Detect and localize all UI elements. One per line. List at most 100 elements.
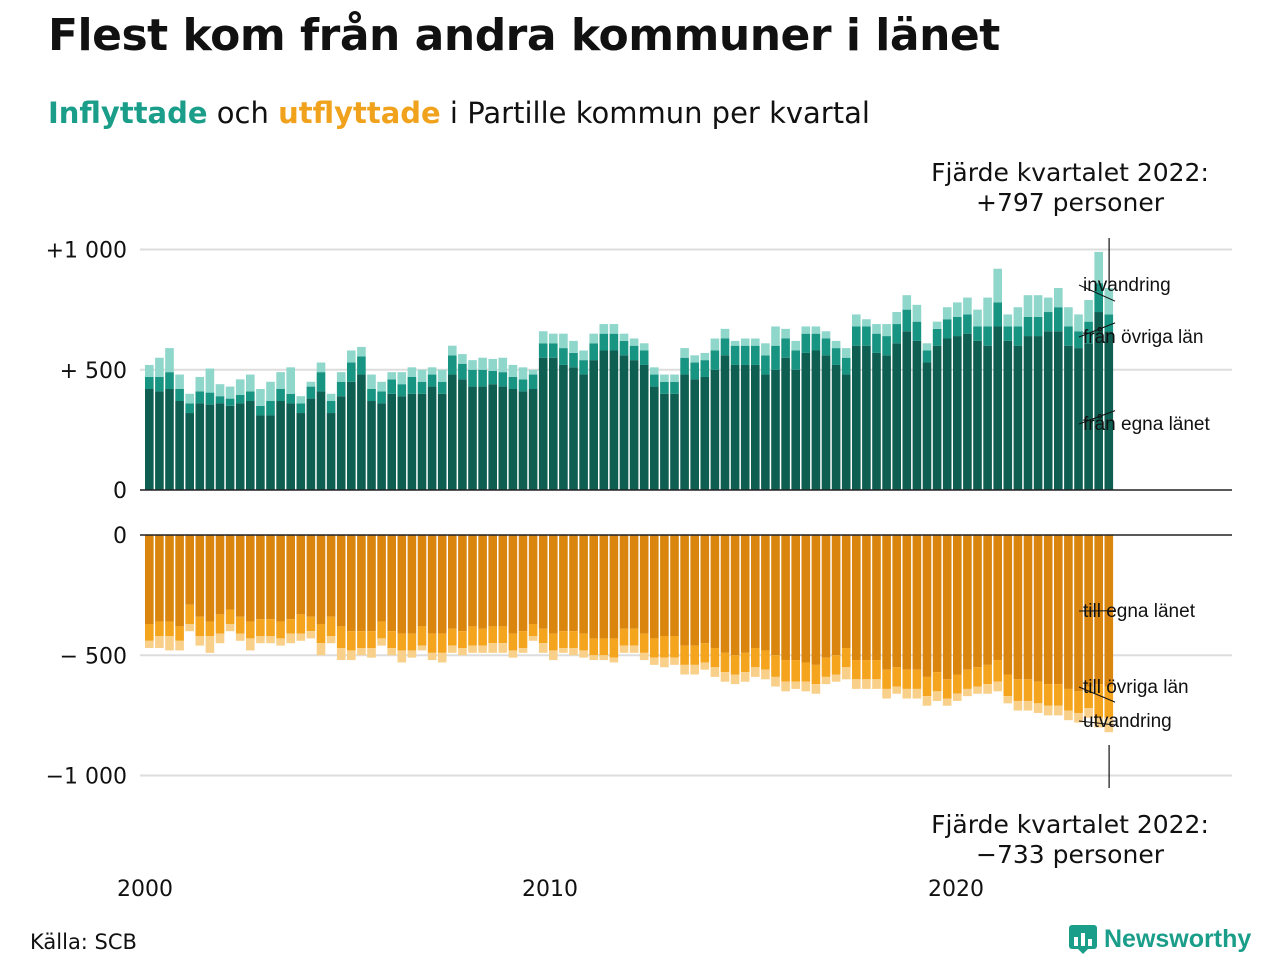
in-bar-2-49 [639,343,649,351]
out-bar-0-52 [670,535,679,637]
out-bar-2-39 [538,643,548,653]
series-label-in-0: från egna länet [1083,414,1210,435]
out-bar-2-4 [185,623,194,632]
out-bar-1-63 [781,660,790,682]
in-bar-1-4 [185,403,194,414]
in-bar-1-20 [347,362,356,382]
in-bar-2-42 [569,340,578,353]
bar-chart-logo-icon [1069,925,1097,954]
in-bar-0-26 [407,393,417,490]
in-bar-0-68 [831,364,841,490]
out-bar-1-5 [195,616,205,637]
out-bar-0-90 [1054,535,1063,685]
in-bar-2-46 [609,324,619,334]
in-bar-0-18 [326,413,336,490]
in-bar-0-34 [488,384,497,490]
in-bar-2-62 [771,326,780,346]
out-bar-0-66 [811,535,821,665]
in-bar-1-35 [498,372,508,387]
out-bar-2-67 [821,676,831,685]
in-bar-0-4 [185,413,194,490]
out-bar-1-48 [629,628,639,646]
in-bar-0-36 [508,388,518,490]
out-bar-1-58 [730,655,740,675]
out-bar-0-35 [498,535,508,627]
out-bar-1-77 [922,676,932,697]
in-bar-2-26 [407,367,417,377]
out-bar-1-66 [811,664,821,685]
in-bar-1-57 [720,338,730,356]
out-bar-1-45 [599,638,609,656]
out-bar-0-21 [357,535,366,632]
out-bar-1-44 [589,638,598,656]
in-bar-2-1 [155,357,164,377]
out-bar-2-7 [215,633,225,644]
out-bar-1-78 [932,672,942,692]
in-bar-1-62 [771,345,780,370]
out-bar-2-30 [448,645,457,653]
out-bar-2-70 [852,679,861,689]
in-bar-0-38 [528,388,538,490]
in-bar-2-75 [902,295,912,310]
out-bar-2-24 [387,648,396,656]
out-bar-2-31 [458,648,467,656]
out-bar-0-71 [862,535,871,661]
out-bar-0-41 [559,535,568,632]
in-bar-1-49 [639,350,649,365]
out-bar-1-88 [1033,681,1043,704]
in-bar-0-50 [650,386,659,490]
in-bar-1-58 [730,345,740,365]
out-bar-1-22 [367,631,376,649]
in-bar-0-70 [852,345,861,490]
in-bar-2-39 [538,331,548,344]
out-bar-1-91 [1064,688,1073,711]
out-bar-0-26 [407,535,417,634]
out-bar-0-34 [488,535,497,627]
out-bar-0-76 [912,535,922,670]
in-bar-2-64 [791,340,800,351]
in-bar-1-13 [276,388,285,402]
in-bar-1-21 [357,356,366,375]
out-bar-1-56 [710,648,720,668]
in-bar-0-2 [165,388,174,490]
out-bar-0-37 [518,535,528,632]
out-bar-1-50 [650,638,659,658]
out-bar-1-79 [942,679,952,699]
out-bar-0-10 [246,535,255,622]
out-bar-0-67 [821,535,831,658]
annotation-in-line2: +797 personer [976,188,1165,217]
in-bar-0-10 [246,401,255,490]
out-bar-0-13 [276,535,285,622]
out-bar-2-16 [306,631,316,639]
out-bar-1-76 [912,669,922,689]
out-bar-0-55 [700,535,710,644]
out-bar-1-14 [286,619,295,634]
out-bar-0-42 [569,535,578,632]
out-bar-0-6 [205,535,215,622]
in-bar-0-78 [932,345,942,490]
in-bar-2-59 [740,338,750,346]
in-bar-2-81 [963,297,972,315]
in-bar-1-82 [973,326,982,341]
in-bar-1-70 [852,326,861,346]
out-bar-1-64 [791,660,800,682]
out-bar-1-13 [276,621,285,639]
out-bar-0-50 [650,535,659,639]
in-bar-1-38 [528,374,538,389]
in-bar-0-17 [316,391,326,490]
in-bar-2-57 [720,328,730,339]
in-bar-0-49 [639,364,649,490]
out-bar-1-15 [296,614,306,634]
y-tick-out-2: −1 000 [46,765,127,790]
out-bar-2-78 [932,691,942,701]
out-bar-2-56 [710,667,720,677]
out-bar-2-13 [276,638,285,646]
out-bar-2-54 [690,664,699,675]
out-bar-0-65 [801,535,811,663]
in-bar-0-79 [942,338,952,490]
out-bar-0-63 [781,535,790,661]
in-bar-0-55 [700,376,710,490]
y-tick-in-1: + 500 [60,359,127,384]
in-bar-0-37 [518,391,528,490]
in-bar-1-55 [700,360,710,377]
